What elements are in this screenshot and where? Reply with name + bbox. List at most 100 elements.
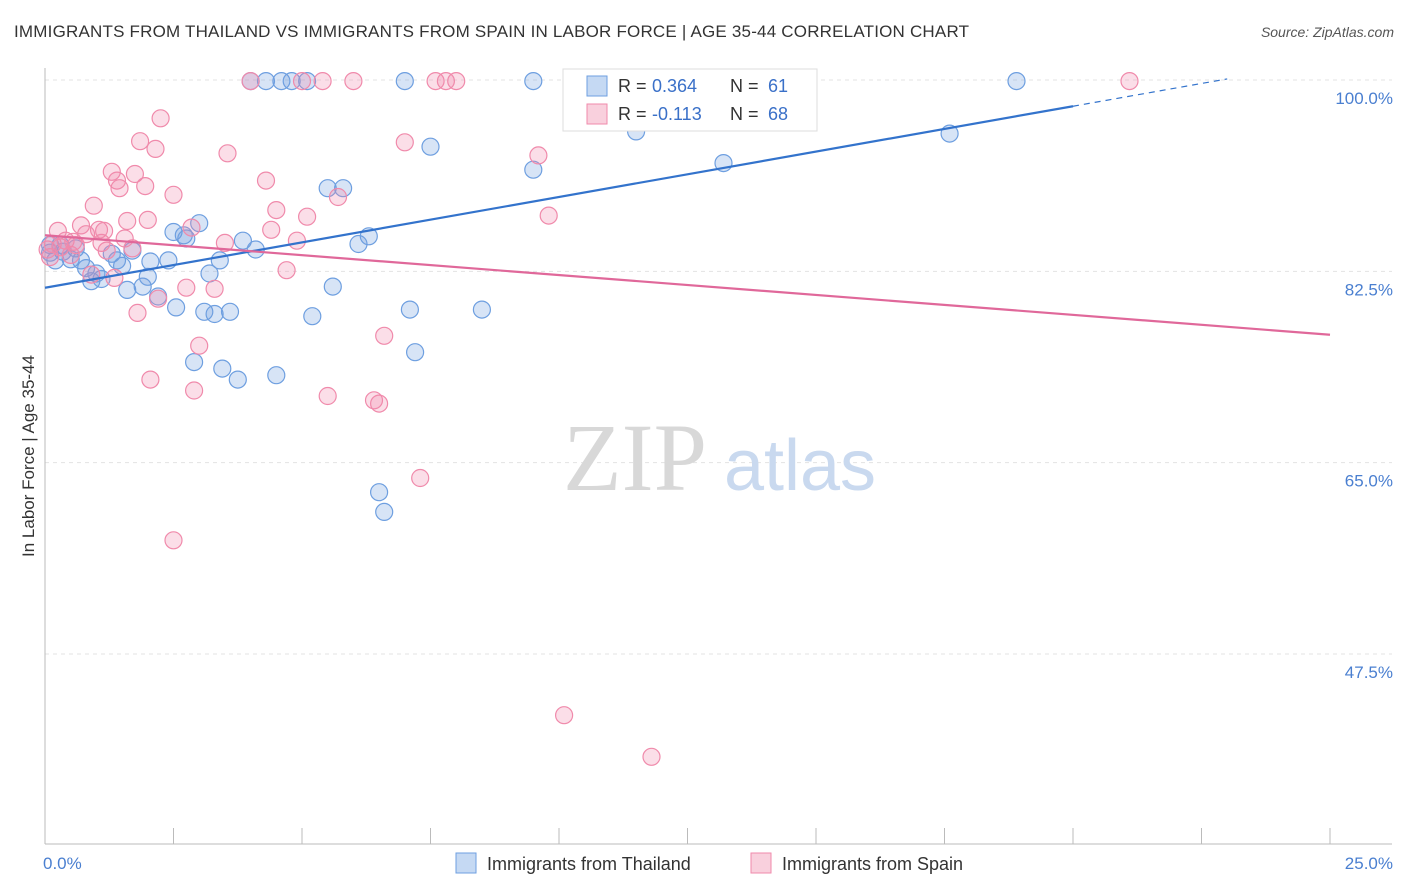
data-point (272, 71, 291, 91)
data-point (1120, 71, 1139, 91)
data-point (267, 201, 286, 220)
series-legend-label: Immigrants from Spain (782, 854, 963, 874)
data-point (395, 133, 414, 152)
data-point (262, 220, 281, 239)
data-point (136, 177, 155, 196)
data-point (133, 277, 152, 296)
data-point (94, 221, 114, 240)
data-point (318, 386, 337, 406)
series-legend-swatch (455, 852, 477, 874)
data-point (215, 233, 234, 252)
trend-line-1 (44, 234, 1331, 336)
data-point (298, 207, 317, 226)
data-point (529, 146, 548, 165)
data-point (146, 139, 165, 158)
source-label: Source: ZipAtlas.com (1260, 24, 1394, 40)
data-point (118, 280, 137, 299)
y-tick-label: 100.0% (1335, 89, 1393, 108)
data-point (190, 336, 209, 355)
x-tick-label: 25.0% (1345, 854, 1393, 873)
data-point (177, 278, 196, 297)
data-point (370, 483, 389, 502)
x-tick-labels: 0.0% 25.0% (43, 854, 1393, 873)
data-point (141, 370, 160, 389)
data-point (71, 216, 91, 235)
data-point (256, 71, 276, 91)
legend-r-label: R = (618, 104, 647, 124)
legend-r-value: -0.113 (652, 104, 702, 124)
data-point (128, 303, 147, 322)
data-point (149, 289, 168, 308)
series-legend-label: Immigrants from Thailand (487, 854, 691, 874)
data-point (118, 211, 137, 231)
data-point (164, 531, 183, 550)
data-point (105, 268, 124, 287)
data-point (426, 71, 445, 91)
data-point (282, 71, 301, 91)
data-point (102, 162, 121, 181)
watermark-atlas: atlas (724, 426, 876, 506)
data-point (138, 267, 157, 286)
legend-swatch (586, 103, 608, 125)
y-tick-label: 47.5% (1345, 663, 1393, 682)
data-point (328, 187, 348, 207)
data-point (185, 353, 204, 372)
legend-r-label: R = (618, 76, 647, 96)
data-point (370, 394, 389, 413)
data-point (241, 71, 260, 91)
data-point (642, 747, 661, 766)
data-point (210, 251, 229, 270)
data-point (256, 171, 276, 190)
data-point (164, 185, 183, 204)
chart-title: IMMIGRANTS FROM THAILAND VS IMMIGRANTS F… (14, 22, 970, 41)
data-point (349, 234, 368, 254)
series-legend-swatch (750, 852, 772, 874)
data-point (400, 300, 419, 319)
data-point (524, 160, 543, 179)
y-tick-labels: 100.0% 82.5% 65.0% 47.5% (1335, 89, 1393, 682)
y-tick-label: 82.5% (1345, 280, 1393, 299)
y-tick-label: 65.0% (1345, 472, 1393, 491)
data-point (205, 279, 224, 298)
data-point (411, 468, 430, 488)
legend-swatch (586, 75, 608, 97)
data-point (313, 71, 332, 91)
data-point (167, 298, 186, 317)
data-point (138, 210, 157, 229)
series-legend: Immigrants from Thailand Immigrants from … (455, 852, 963, 874)
data-point (151, 109, 170, 128)
data-point (218, 144, 237, 163)
data-point (1007, 71, 1026, 91)
data-point (174, 226, 193, 245)
data-point (554, 706, 574, 725)
data-point (185, 381, 204, 400)
data-point (303, 307, 322, 326)
data-point (277, 261, 296, 280)
data-point (233, 231, 252, 250)
legend-n-label: N = (730, 104, 759, 124)
data-point (205, 304, 224, 324)
data-point (364, 391, 384, 410)
data-point (267, 366, 286, 385)
data-point (228, 370, 247, 389)
data-point (182, 218, 201, 237)
watermark-zip: ZIP (563, 404, 707, 511)
trend-line-extension-0 (1072, 78, 1228, 107)
data-point (436, 71, 455, 91)
data-point (406, 343, 425, 362)
data-point (110, 179, 129, 198)
data-point (298, 71, 317, 91)
data-point (123, 239, 142, 258)
data-point (220, 302, 240, 321)
data-point (287, 231, 306, 250)
data-point (344, 71, 363, 91)
legend-n-value: 61 (768, 76, 788, 96)
data-point (447, 71, 466, 91)
data-point (375, 326, 394, 345)
data-point (97, 241, 116, 260)
legend: R = 0.364 N = 61 R = -0.113 N = 68 (562, 68, 818, 132)
data-point (323, 277, 342, 296)
watermark: ZIP atlas (563, 404, 876, 511)
legend-box (562, 68, 818, 132)
data-point (125, 164, 144, 184)
